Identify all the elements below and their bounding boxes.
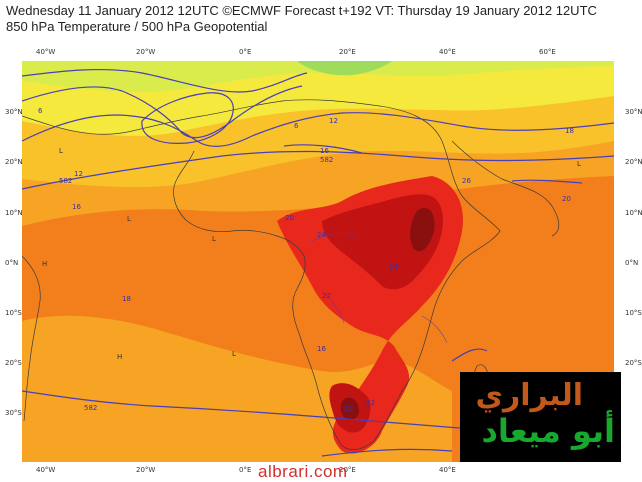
forecast-title: Wednesday 11 January 2012 12UTC ©ECMWF F… [6, 3, 597, 18]
contour-label: 24 [317, 231, 326, 239]
logo-line-2: أبو ميعاد [481, 412, 615, 450]
contour-label: 582 [59, 177, 72, 185]
temp-band-maroon [410, 207, 435, 252]
contour-label: 24 [389, 263, 398, 271]
logo-line-1: البراري [475, 378, 583, 413]
contour-label: 20 [562, 195, 571, 203]
contour-label: 18 [122, 295, 131, 303]
lat-label-left: 20°N [5, 158, 23, 166]
contour-label: 582 [320, 156, 333, 164]
contour-label: 6 [294, 122, 299, 130]
coastline-south-america [22, 255, 41, 422]
low-marker: L [232, 350, 236, 358]
low-marker: L [577, 160, 581, 168]
forecast-subtitle: 850 hPa Temperature / 500 hPa Geopotenti… [6, 19, 268, 34]
geopotential-contours [22, 68, 614, 457]
contour-label: 22 [366, 399, 375, 407]
contour-label: 26 [462, 177, 471, 185]
watermark-logo: البراري أبو ميعاد [460, 372, 621, 462]
lon-label-bottom: 40°W [36, 466, 56, 474]
contour-label: 22 [322, 292, 331, 300]
contour-label: 26 [344, 405, 353, 413]
temp-band-dark-red [322, 194, 443, 290]
low-marker: L [212, 235, 216, 243]
lat-label-left: 10°N [5, 209, 23, 217]
lat-label-right: 30°N [625, 108, 642, 116]
contour-label: 16 [317, 345, 326, 353]
temp-band-maroon-south [340, 397, 360, 421]
low-marker: L [59, 147, 63, 155]
contour-label: 12 [74, 170, 83, 178]
contour-label: 18 [565, 127, 574, 135]
temperature-contours [311, 232, 448, 344]
lon-label-bottom: 0°E [239, 466, 252, 474]
lon-label-top: 40°E [439, 48, 456, 56]
high-marker: H [42, 260, 47, 268]
lon-label-top: 60°E [539, 48, 556, 56]
lon-label-bottom: 40°E [439, 466, 456, 474]
lat-label-right: 20°S [625, 359, 642, 367]
lat-label-right: 10°S [625, 309, 642, 317]
lat-label-right: 20°N [625, 158, 642, 166]
lat-label-left: 30°N [5, 108, 23, 116]
low-marker: L [127, 215, 131, 223]
lon-label-top: 20°W [136, 48, 156, 56]
lon-label-top: 0°E [239, 48, 252, 56]
lat-label-left: 0°N [5, 259, 19, 267]
watermark-site: albrari.com [258, 462, 348, 481]
lat-label-right: 10°N [625, 209, 642, 217]
lat-label-right: 0°N [625, 259, 639, 267]
lon-label-bottom: 20°E [339, 466, 356, 474]
contour-label: 12 [329, 117, 338, 125]
lat-label-left: 10°S [5, 309, 22, 317]
temp-band-green [297, 61, 392, 76]
lon-label-top: 40°W [36, 48, 56, 56]
high-marker: H [117, 353, 122, 361]
coastline-arabia [451, 140, 560, 237]
contour-label: 6 [38, 107, 43, 115]
contour-label: 20 [285, 214, 294, 222]
contour-labels: 6 6 12 12 16 16 16 18 18 20 20 22 22 24 … [38, 107, 574, 413]
coastline [22, 99, 501, 450]
pressure-markers: L L L H H L L [42, 147, 581, 361]
temp-band-yellow-green [22, 61, 614, 92]
lon-label-top: 20°E [339, 48, 356, 56]
lat-label-left: 30°S [5, 409, 22, 417]
contour-label: 16 [72, 203, 81, 211]
contour-label: 582 [84, 404, 97, 412]
lat-label-left: 20°S [5, 359, 22, 367]
lon-label-bottom: 20°W [136, 466, 156, 474]
contour-label: 16 [320, 147, 329, 155]
